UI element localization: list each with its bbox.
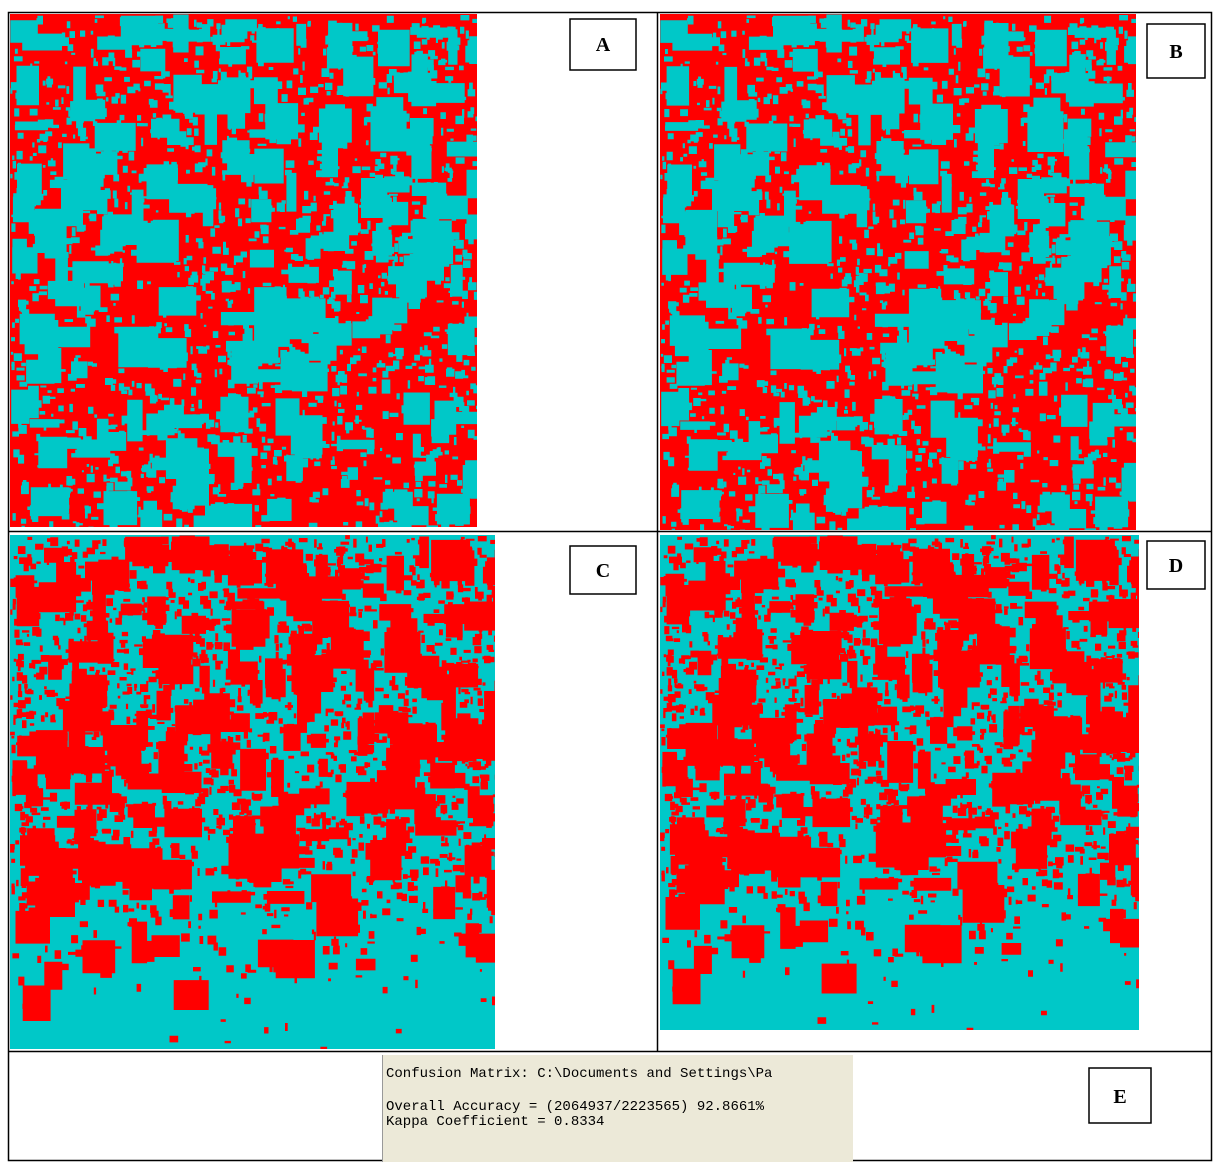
- screenshot-line: Kappa Coefficient = 0.8334: [386, 1114, 604, 1130]
- panel-label: E: [1113, 1086, 1126, 1108]
- classification-map: [660, 535, 1176, 1032]
- panel-label: D: [1169, 555, 1183, 577]
- screenshot-line: Overall Accuracy = (2064937/2223565) 92.…: [386, 1099, 765, 1115]
- classification-map: [10, 535, 532, 1051]
- screenshot: Confusion Matrix: C:\Documents and Setti…: [382, 1055, 853, 1162]
- screenshot-line: Confusion Matrix: C:\Documents and Setti…: [386, 1066, 772, 1082]
- panel-label: B: [1169, 41, 1182, 63]
- page: {"panels": [{"label": "A"}, {"label": "B…: [0, 0, 1213, 1162]
- panel-label: C: [596, 560, 610, 582]
- classification-map: [10, 14, 502, 559]
- maps: [10, 14, 1176, 1051]
- classification-map: [660, 14, 1161, 562]
- figure: Confusion Matrix: C:\Documents and Setti…: [0, 0, 1213, 1162]
- panel-label: A: [596, 34, 611, 56]
